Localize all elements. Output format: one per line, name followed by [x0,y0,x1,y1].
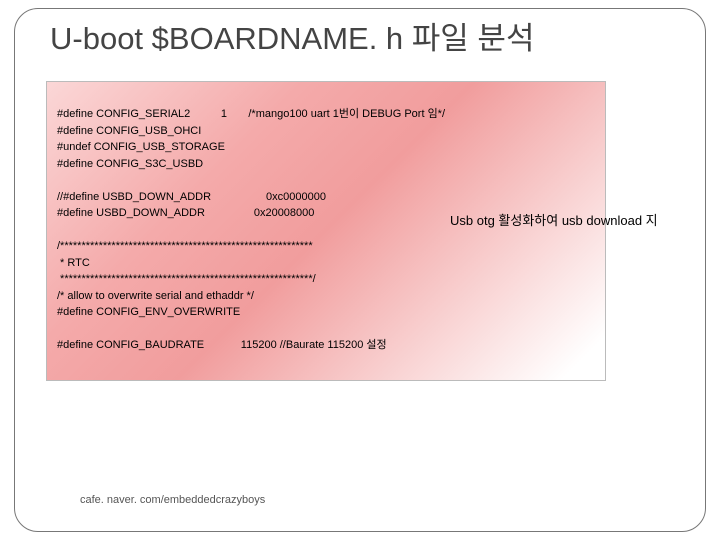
code-line: #define CONFIG_USB_OHCI [57,125,201,137]
code-line: #undef CONFIG_USB_STORAGE [57,141,225,153]
code-line: #define CONFIG_ENV_OVERWRITE [57,306,240,318]
code-line: ****************************************… [57,273,316,285]
code-block: #define CONFIG_SERIAL2 1 /*mango100 uart… [46,81,606,382]
footer-url: cafe. naver. com/embeddedcrazyboys [80,494,265,506]
code-line: /***************************************… [57,240,313,252]
slide: U-boot $BOARDNAME. h 파일 분석 #define CONFI… [0,0,720,540]
code-line: * RTC [57,257,90,269]
code-line: //#define USBD_DOWN_ADDR 0xc0000000 [57,191,326,203]
code-line: #define USBD_DOWN_ADDR 0x20008000 [57,207,314,219]
code-line: /* allow to overwrite serial and ethaddr… [57,290,254,302]
code-line: #define CONFIG_S3C_USBD [57,158,203,170]
side-annotation: Usb otg 활성화하여 usb download 지 [450,210,658,229]
code-line: #define CONFIG_SERIAL2 1 /*mango100 uart… [57,108,445,120]
slide-title: U-boot $BOARDNAME. h 파일 분석 [20,10,700,77]
code-line: #define CONFIG_BAUDRATE 115200 //Baurate… [57,339,387,351]
